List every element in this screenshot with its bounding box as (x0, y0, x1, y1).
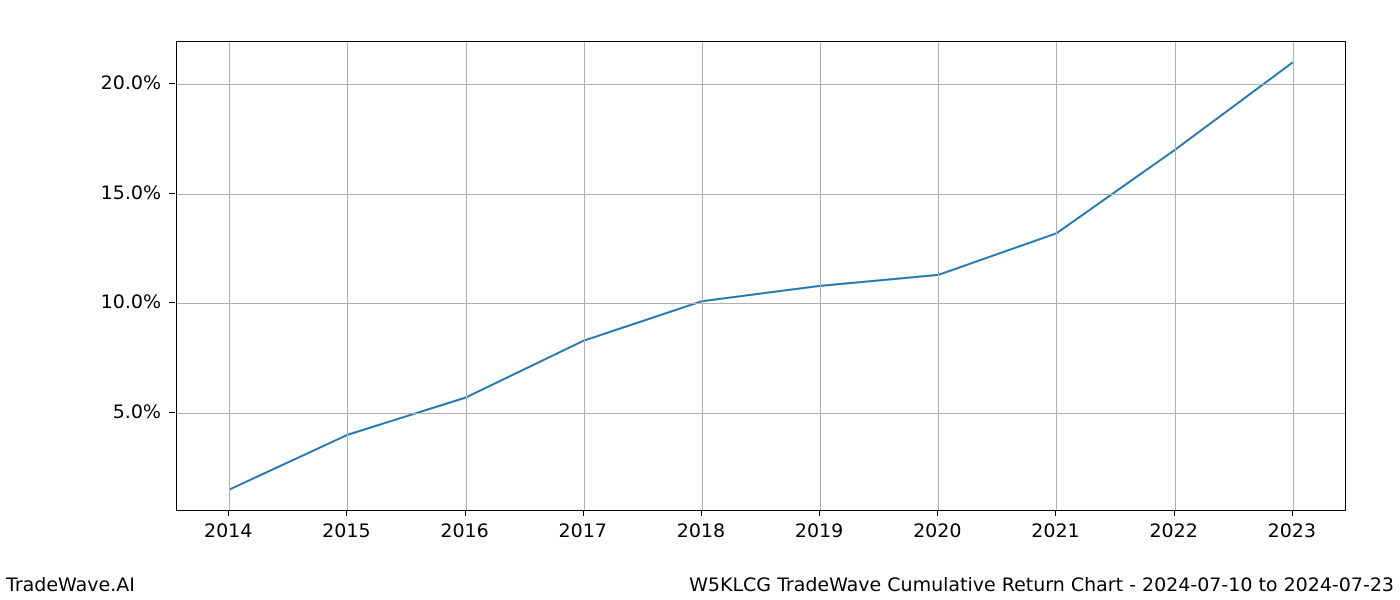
grid-vertical (938, 41, 939, 510)
chart-container: TradeWave.AI W5KLCG TradeWave Cumulative… (0, 0, 1400, 600)
x-tick-label: 2016 (440, 520, 488, 542)
return-line (229, 62, 1293, 489)
x-tick-mark (1292, 510, 1293, 516)
grid-horizontal (176, 84, 1345, 85)
grid-vertical (466, 41, 467, 510)
grid-vertical (702, 41, 703, 510)
x-tick-mark (1174, 510, 1175, 516)
axis-spine-top (176, 41, 1346, 42)
x-tick-mark (1055, 510, 1056, 516)
footer-right-label: W5KLCG TradeWave Cumulative Return Chart… (689, 574, 1394, 596)
x-tick-mark (346, 510, 347, 516)
footer-left-label: TradeWave.AI (6, 574, 135, 596)
y-tick-mark (169, 193, 175, 194)
grid-horizontal (176, 413, 1345, 414)
axis-spine-bottom (176, 510, 1346, 511)
grid-vertical (820, 41, 821, 510)
grid-vertical (229, 41, 230, 510)
x-tick-mark (937, 510, 938, 516)
y-tick-label: 15.0% (101, 182, 161, 204)
x-tick-label: 2018 (677, 520, 725, 542)
x-tick-mark (465, 510, 466, 516)
x-tick-label: 2023 (1268, 520, 1316, 542)
x-tick-mark (583, 510, 584, 516)
grid-vertical (1175, 41, 1176, 510)
grid-horizontal (176, 194, 1345, 195)
grid-vertical (1293, 41, 1294, 510)
x-tick-mark (228, 510, 229, 516)
y-tick-mark (169, 302, 175, 303)
plot-area (175, 40, 1345, 510)
y-tick-label: 5.0% (113, 401, 161, 423)
x-tick-label: 2022 (1149, 520, 1197, 542)
y-tick-mark (169, 412, 175, 413)
axis-spine-left (176, 41, 177, 511)
x-tick-mark (819, 510, 820, 516)
y-tick-mark (169, 83, 175, 84)
x-tick-label: 2021 (1031, 520, 1079, 542)
grid-vertical (584, 41, 585, 510)
x-tick-label: 2020 (913, 520, 961, 542)
axis-spine-right (1345, 41, 1346, 511)
x-tick-label: 2019 (795, 520, 843, 542)
y-tick-label: 20.0% (101, 72, 161, 94)
grid-horizontal (176, 303, 1345, 304)
x-tick-label: 2017 (559, 520, 607, 542)
line-series (176, 41, 1346, 511)
x-tick-label: 2014 (204, 520, 252, 542)
grid-vertical (1056, 41, 1057, 510)
x-tick-label: 2015 (322, 520, 370, 542)
y-tick-label: 10.0% (101, 291, 161, 313)
grid-vertical (347, 41, 348, 510)
x-tick-mark (701, 510, 702, 516)
